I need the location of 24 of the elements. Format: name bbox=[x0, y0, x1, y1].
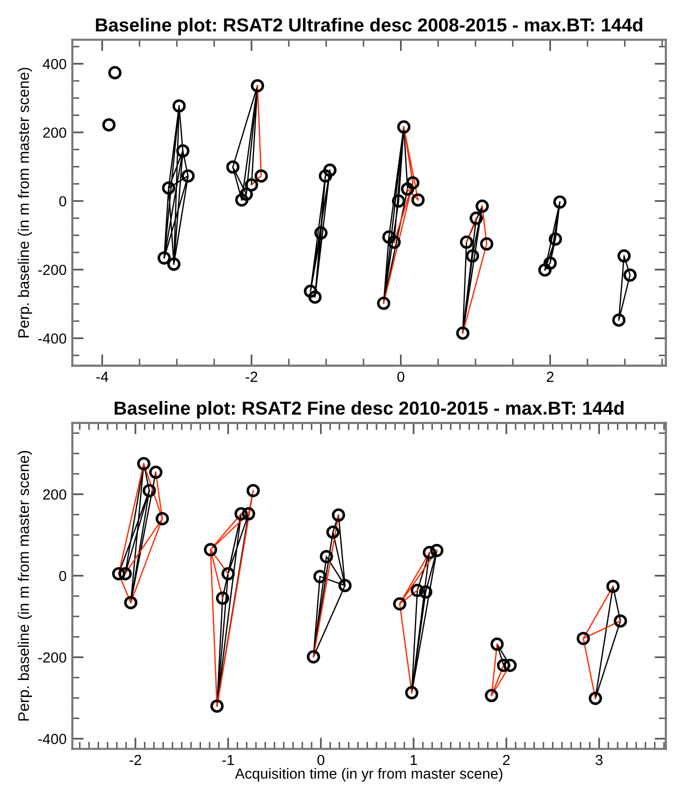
chart-title: Baseline plot: RSAT2 Ultrafine desc 2008-2015 - max.BT: 144d bbox=[96, 18, 642, 36]
chart-title: Baseline plot: RSAT2 Fine desc 2010-2015 - max.BT: 144d bbox=[114, 401, 624, 418]
y-tick-label: 400 bbox=[42, 58, 66, 70]
x-tick-label: 2 bbox=[503, 754, 510, 766]
y-tick-label: -400 bbox=[38, 734, 66, 744]
y-tick-label: -200 bbox=[38, 652, 66, 663]
y-tick-label: 0 bbox=[59, 570, 66, 582]
y-tick-label: -400 bbox=[38, 333, 66, 344]
x-tick-label: 1 bbox=[410, 754, 417, 766]
x-tick-label: -2 bbox=[130, 754, 142, 766]
y-tick-label: 200 bbox=[43, 127, 66, 138]
y-axis-title: Perp. baseline (in m from master scene) bbox=[18, 451, 32, 721]
x-axis-title: Acquisition time (in yr from master scene) bbox=[235, 768, 502, 782]
x-tick-label: 0 bbox=[397, 372, 404, 382]
y-tick-label: 200 bbox=[43, 489, 66, 500]
x-tick-label: 0 bbox=[317, 754, 324, 766]
x-tick-label: -2 bbox=[246, 372, 258, 382]
y-tick-label: -200 bbox=[38, 264, 66, 276]
y-tick-label: 0 bbox=[59, 196, 66, 206]
x-tick-label: -4 bbox=[96, 372, 108, 382]
x-tick-label: 3 bbox=[596, 754, 603, 766]
x-tick-label: 2 bbox=[546, 372, 554, 382]
y-axis-title: Perp. baseline (in m from master scene) bbox=[18, 68, 32, 338]
x-tick-label: -1 bbox=[222, 754, 234, 766]
